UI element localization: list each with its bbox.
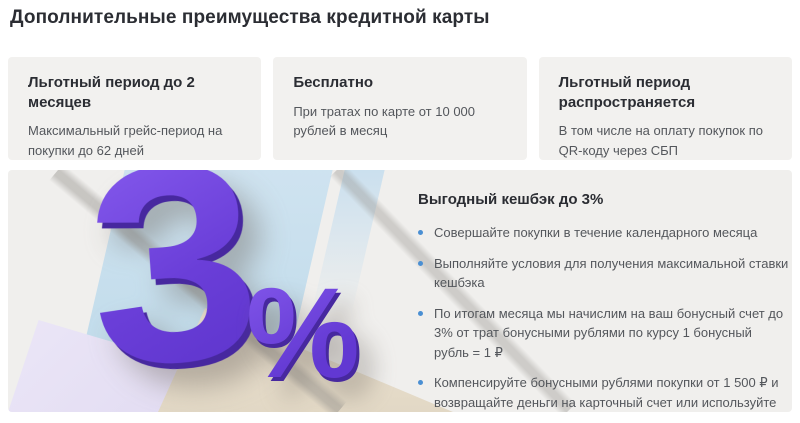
card-body: Максимальный грейс-период на покупки до … [28, 123, 223, 158]
list-item-text: Выполняйте условия для получения максима… [434, 255, 789, 291]
card-title: Льготный период распространяется [558, 74, 696, 111]
list-item-text: Совершайте покупки в течение календарног… [434, 225, 758, 240]
cashback-conditions-list: Совершайте покупки в течение календарног… [418, 223, 790, 412]
benefit-card-free-service: Бесплатно При тратах по карте от 10 000 … [273, 57, 527, 160]
list-item-text: Компенсируйте бонусными рублями покупки … [434, 375, 779, 410]
list-item: По итогам месяца мы начислим на ваш бону… [418, 304, 790, 363]
cashback-promo-banner: 3 % Выгодный кешбэк до 3% Совершайте пок… [8, 170, 792, 412]
benefit-card-grace-period: Льготный период до 2 месяцев Максимальны… [8, 57, 262, 160]
big-digit-3: 3 [79, 170, 269, 412]
list-item: Совершайте покупки в течение календарног… [418, 223, 790, 243]
three-percent-graphic: 3 % [8, 170, 448, 412]
benefit-card-qr-sbp: Льготный период распространяется В том ч… [538, 57, 792, 160]
list-item: Выполняйте условия для получения максима… [418, 254, 790, 293]
page-title: Дополнительные преимущества кредитной ка… [10, 7, 490, 28]
banner-heading: Выгодный кешбэк до 3% [418, 191, 604, 208]
benefit-cards-row: Льготный период до 2 месяцев Максимальны… [8, 57, 792, 160]
bullet-dot-icon [418, 230, 423, 235]
bullet-dot-icon [418, 380, 423, 385]
list-item-text: По итогам месяца мы начислим на ваш бону… [434, 305, 784, 360]
bullet-dot-icon [418, 260, 423, 266]
card-title: Льготный период до 2 месяцев [28, 74, 195, 111]
list-item: Компенсируйте бонусными рублями покупки … [418, 373, 790, 412]
card-body: В том числе на оплату покупок по QR-коду… [558, 123, 763, 158]
card-title: Бесплатно [293, 74, 374, 91]
bullet-dot-icon [418, 310, 423, 316]
banner-content: Выгодный кешбэк до 3% Совершайте покупки… [418, 191, 790, 412]
big-percent-sign: % [246, 262, 360, 405]
card-body: При тратах по карте от 10 000 рублей в м… [293, 103, 476, 139]
